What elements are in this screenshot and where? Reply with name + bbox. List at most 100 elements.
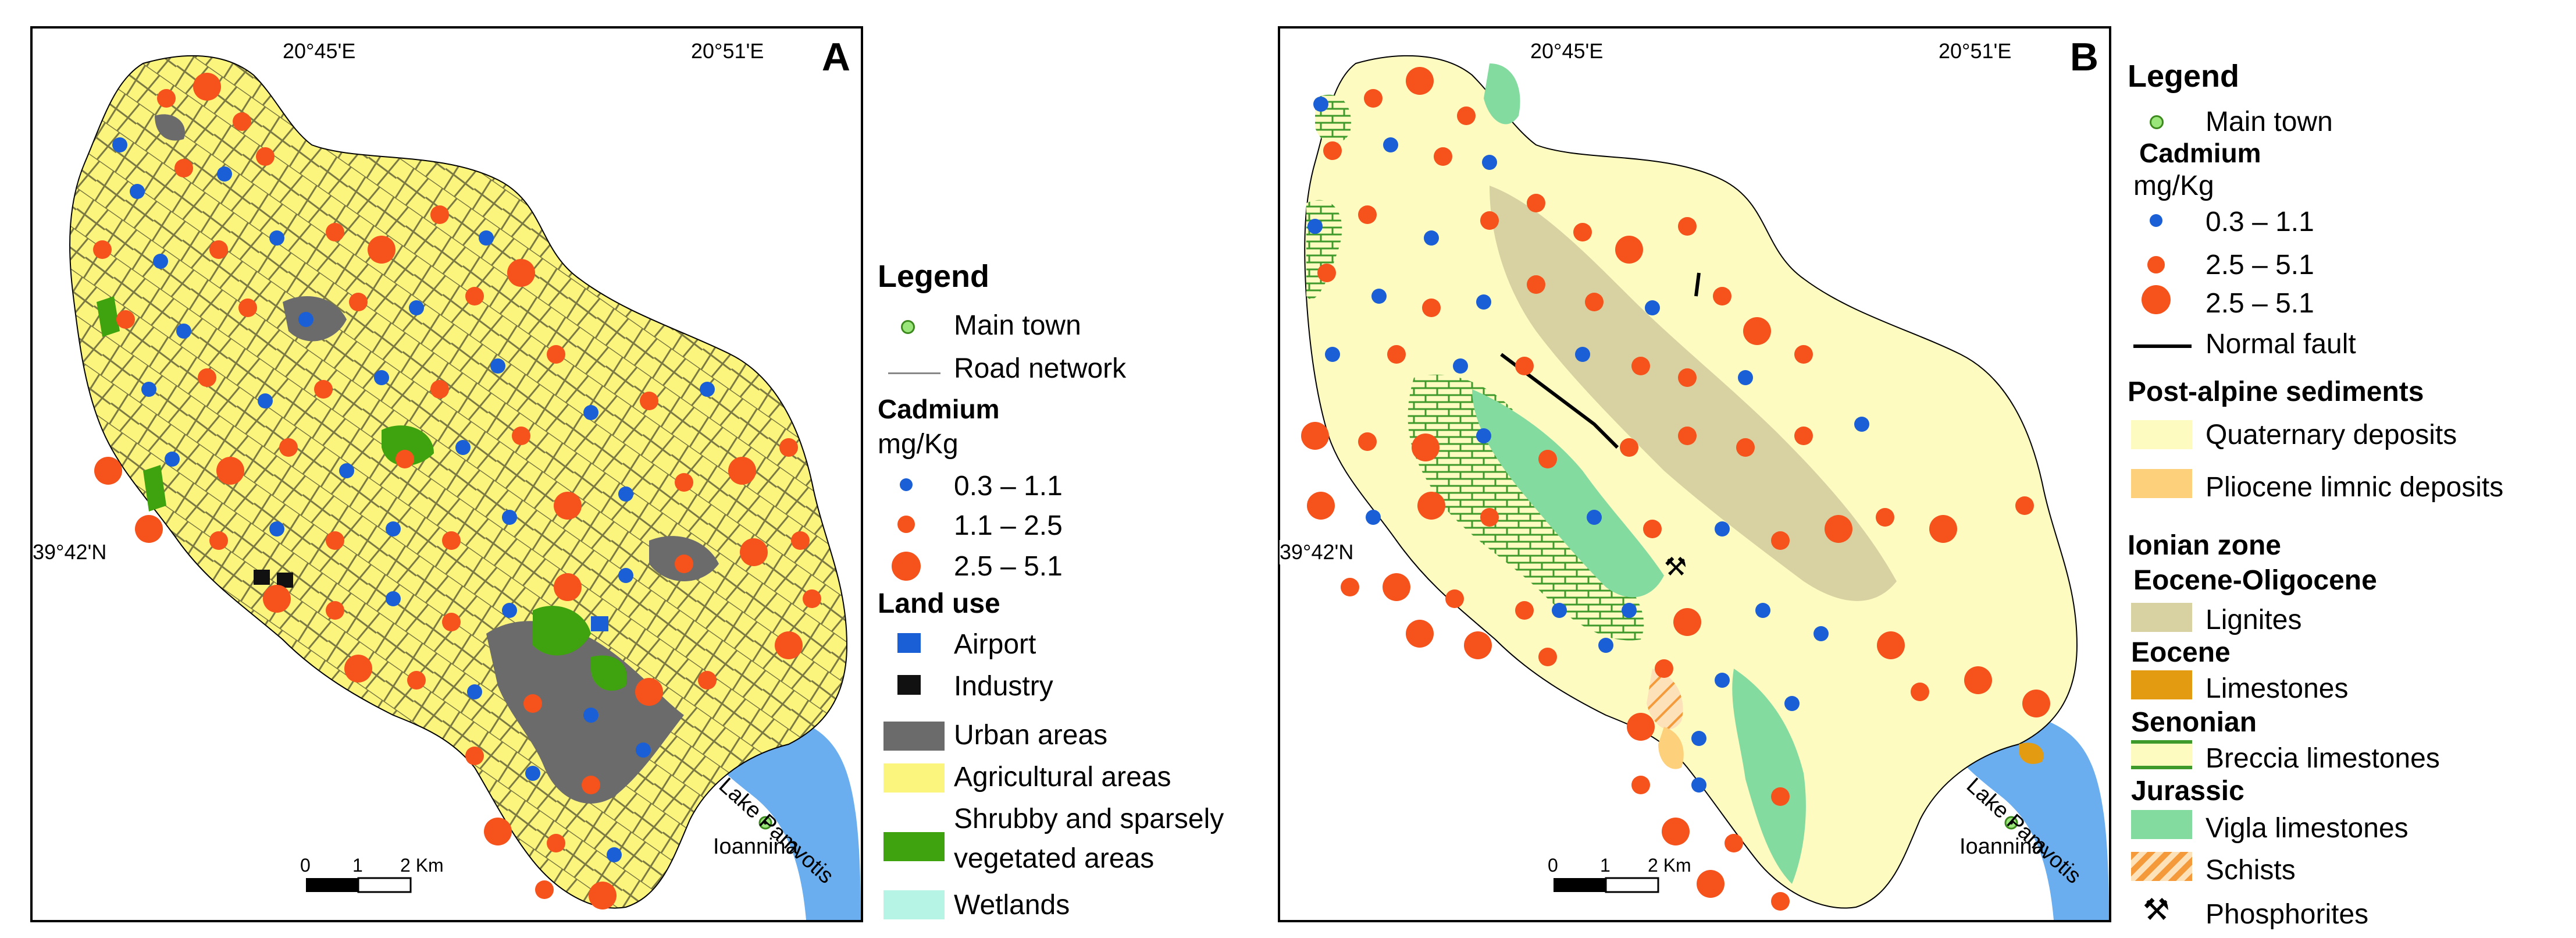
sample-point-high — [135, 515, 163, 543]
sample-point-low — [1622, 603, 1637, 618]
high-class-icon — [892, 552, 921, 581]
sample-point-mid — [547, 834, 565, 852]
legend-b-eocene-oligocene: Eocene-Oligocene — [2133, 565, 2377, 596]
airport-icon — [897, 633, 921, 653]
sample-point-high — [216, 457, 244, 485]
sample-point-mid — [430, 205, 449, 224]
legend-a-land-use: Land use — [878, 588, 1000, 619]
sample-point-high — [1929, 515, 1957, 543]
shrub-area-a-2 — [382, 425, 434, 466]
legend-a-title: Legend — [878, 259, 990, 294]
sample-point-mid — [1713, 287, 1731, 305]
sample-point-high — [589, 882, 617, 909]
sample-point-low — [130, 184, 145, 199]
sample-point-mid — [279, 438, 298, 457]
legend-a-wetlands: Wetlands — [954, 890, 1070, 921]
shrub-swatch — [883, 832, 945, 861]
legend-b-lignites: Lignites — [2206, 605, 2302, 635]
sample-point-low — [618, 486, 633, 502]
quaternary-swatch — [2131, 420, 2192, 449]
sample-point-low — [1313, 97, 1328, 112]
sample-point-low — [479, 230, 494, 246]
sample-point-mid — [238, 299, 257, 317]
sample-point-mid — [1538, 648, 1557, 666]
sample-point-low — [1854, 417, 1869, 432]
lat-label-b: 39°42'N — [1280, 540, 1354, 564]
vigla-area-b-2 — [1732, 669, 1806, 884]
normal-fault-icon — [2133, 344, 2192, 348]
sample-point-mid — [1573, 223, 1592, 241]
normal-fault-line — [1500, 353, 1619, 449]
sample-point-mid — [512, 427, 530, 445]
sample-point-low — [1424, 230, 1439, 246]
scale-bar-b — [1554, 877, 1659, 893]
limestone-area-b — [2019, 742, 2044, 764]
legend-a-main-town: Main town — [954, 310, 1081, 341]
scale-two-b: 2 Km — [1648, 855, 1691, 876]
normal-fault-line — [1694, 272, 1701, 297]
sample-point-mid — [675, 473, 693, 492]
sample-point-mid — [1364, 89, 1383, 108]
map-panel-b: ⚒ B 20°45'E 20°51'E Lake Pamvotis Ioanni… — [1278, 26, 2111, 922]
sample-point-mid — [803, 589, 821, 608]
limestone-swatch — [2131, 670, 2192, 699]
sample-point-mid — [1527, 275, 1545, 294]
sample-point-mid — [1643, 520, 1662, 538]
legend-b-normal-fault: Normal fault — [2206, 329, 2356, 360]
sample-point-low — [490, 358, 505, 374]
sample-point-mid — [174, 159, 193, 177]
sample-point-mid — [547, 345, 565, 364]
sample-point-low — [1784, 696, 1800, 711]
sample-point-high — [1964, 666, 1992, 694]
sample-point-high — [554, 492, 582, 520]
sample-points-b — [1301, 67, 2050, 911]
sample-point-low — [374, 370, 389, 385]
urban-swatch — [883, 722, 945, 751]
sample-point-mid — [582, 776, 600, 794]
sample-point-mid — [1771, 892, 1790, 911]
breccia-swatch — [2131, 740, 2192, 769]
sample-point-low — [467, 684, 482, 699]
sample-point-high — [344, 655, 372, 683]
sample-point-mid — [1771, 787, 1790, 806]
urban-area-a-2 — [283, 296, 347, 342]
sample-point-high — [1301, 422, 1329, 450]
lon-label-a-1: 20°45'E — [283, 39, 356, 63]
sample-point-low — [607, 847, 622, 862]
sample-point-low — [455, 440, 471, 455]
sample-point-low — [1476, 294, 1491, 310]
sample-point-high — [1697, 870, 1725, 898]
sample-point-mid — [1725, 834, 1743, 852]
sample-point-low — [636, 742, 651, 758]
phosphorite-icon: ⚒ — [2143, 893, 2170, 927]
legend-a-shrubby-2: vegetated areas — [954, 843, 1155, 874]
urban-area-a-4 — [155, 114, 185, 141]
sample-point-low — [258, 393, 273, 408]
sample-point-mid — [2015, 496, 2034, 515]
legend-a-class-3: 2.5 – 5.1 — [954, 551, 1063, 582]
legend-a-urban: Urban areas — [954, 720, 1108, 751]
lon-label-b-2: 20°51'E — [1939, 39, 2012, 63]
legend-b-class-3: 2.5 – 5.1 — [2206, 288, 2314, 319]
sample-point-low — [1453, 358, 1468, 374]
sample-point-mid — [198, 368, 216, 387]
sample-point-mid — [116, 310, 135, 329]
legend-b-limestones: Limestones — [2206, 673, 2349, 704]
sample-point-mid — [1771, 531, 1790, 550]
low-class-icon — [2150, 214, 2162, 227]
lon-label-b-1: 20°45'E — [1530, 39, 1604, 63]
legend-b-breccia: Breccia limestones — [2206, 743, 2440, 774]
sample-point-high — [1412, 434, 1440, 461]
sample-point-mid — [523, 694, 542, 713]
town-label-b: Ioannina — [1959, 834, 2044, 859]
legend-b-post-alpine: Post-alpine sediments — [2128, 376, 2424, 407]
sample-point-low — [1383, 137, 1398, 152]
sample-point-low — [525, 766, 540, 781]
sample-point-mid — [326, 601, 344, 620]
legend-b-cadmium: Cadmium — [2139, 138, 2261, 168]
scale-two-a: 2 Km — [400, 855, 444, 876]
sample-point-high — [1464, 631, 1492, 659]
shrub-area-a-1 — [533, 606, 591, 656]
shrub-area-a-4 — [97, 296, 120, 337]
sample-point-low — [1813, 626, 1829, 641]
